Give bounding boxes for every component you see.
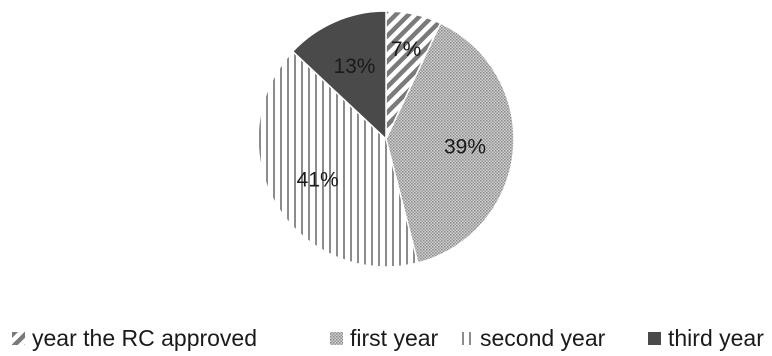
- legend-item: year the RC approved: [12, 325, 257, 351]
- pie-slice-first-year: [385, 22, 515, 264]
- legend-swatch: [12, 332, 25, 345]
- data-label: 13%: [333, 55, 375, 78]
- legend: year the RC approved first year second yea…: [12, 325, 764, 351]
- legend-label: second year: [480, 325, 606, 351]
- legend-label: year the RC approved: [32, 325, 257, 351]
- legend-swatch: [460, 332, 473, 345]
- legend-label: first year: [350, 325, 439, 351]
- pie-data-labels: 7% 39% 41% 13%: [297, 38, 486, 191]
- legend-item: third year: [648, 325, 764, 351]
- data-label: 7%: [391, 38, 421, 61]
- legend-item: second year: [460, 325, 606, 351]
- pie-slice-second-year: [257, 50, 419, 268]
- legend-label: third year: [668, 325, 764, 351]
- legend-item: first year: [330, 325, 439, 351]
- pie-slice-third-year: [291, 10, 387, 141]
- data-label: 39%: [444, 135, 486, 158]
- legend-swatch: [330, 332, 343, 345]
- pie-slices: [257, 10, 515, 268]
- data-label: 41%: [297, 168, 339, 191]
- legend-swatch: [648, 332, 661, 345]
